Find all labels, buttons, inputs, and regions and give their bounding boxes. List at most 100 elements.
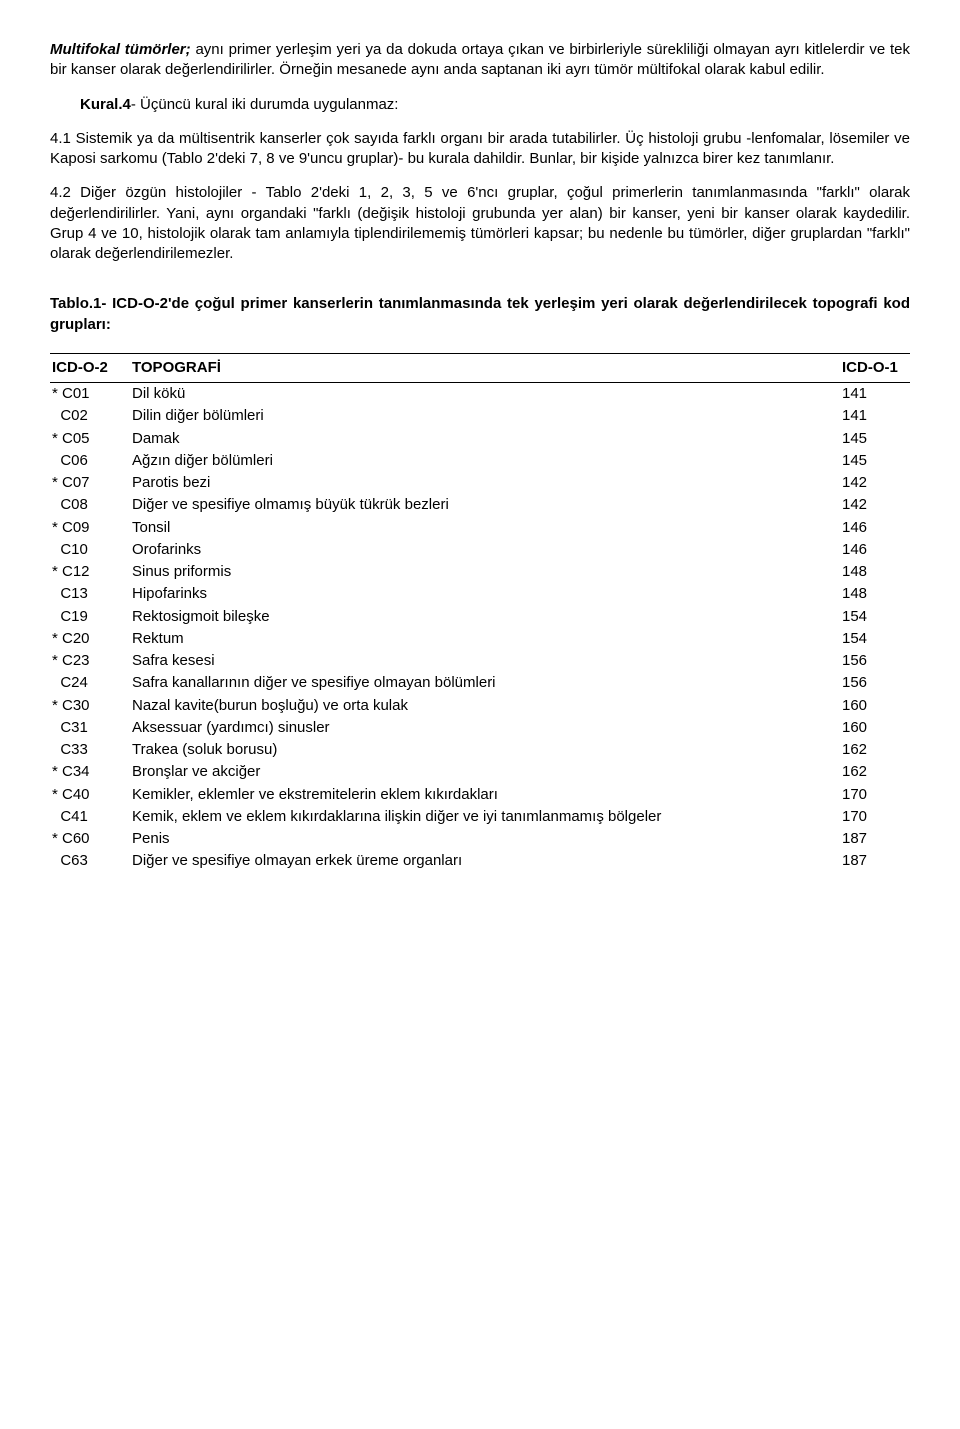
cell-code: * C20 bbox=[50, 628, 130, 650]
cell-topografi: Tonsil bbox=[130, 517, 840, 539]
table-title: Tablo.1- ICD-O-2'de çoğul primer kanserl… bbox=[50, 294, 910, 335]
header-topografi: TOPOGRAFİ bbox=[130, 353, 840, 382]
cell-code: C06 bbox=[50, 450, 130, 472]
header-icd-o-1: ICD-O-1 bbox=[840, 353, 910, 382]
cell-topografi: Dilin diğer bölümleri bbox=[130, 405, 840, 427]
cell-code: C33 bbox=[50, 739, 130, 761]
cell-icd-o-1: 170 bbox=[840, 784, 910, 806]
cell-topografi: Sinus priformis bbox=[130, 561, 840, 583]
cell-icd-o-1: 145 bbox=[840, 450, 910, 472]
table-header-row: ICD-O-2 TOPOGRAFİ ICD-O-1 bbox=[50, 353, 910, 382]
cell-code: C24 bbox=[50, 672, 130, 694]
cell-icd-o-1: 160 bbox=[840, 695, 910, 717]
paragraph-4-2: 4.2 Diğer özgün histolojiler - Tablo 2'd… bbox=[50, 183, 910, 264]
table-row: * C09Tonsil146 bbox=[50, 517, 910, 539]
table-row: * C01Dil kökü141 bbox=[50, 383, 910, 406]
cell-code: C41 bbox=[50, 806, 130, 828]
table-row: C19Rektosigmoit bileşke154 bbox=[50, 606, 910, 628]
cell-code: * C60 bbox=[50, 828, 130, 850]
cell-icd-o-1: 156 bbox=[840, 672, 910, 694]
cell-code: C13 bbox=[50, 583, 130, 605]
cell-topografi: Parotis bezi bbox=[130, 472, 840, 494]
cell-topografi: Nazal kavite(burun boşluğu) ve orta kula… bbox=[130, 695, 840, 717]
cell-code: * C05 bbox=[50, 428, 130, 450]
topografi-table: ICD-O-2 TOPOGRAFİ ICD-O-1 * C01Dil kökü1… bbox=[50, 353, 910, 873]
table-row: * C12Sinus priformis148 bbox=[50, 561, 910, 583]
cell-code: C10 bbox=[50, 539, 130, 561]
cell-code: C19 bbox=[50, 606, 130, 628]
cell-icd-o-1: 154 bbox=[840, 628, 910, 650]
cell-icd-o-1: 146 bbox=[840, 539, 910, 561]
cell-topografi: Damak bbox=[130, 428, 840, 450]
table-row: C41Kemik, eklem ve eklem kıkırdaklarına … bbox=[50, 806, 910, 828]
table-row: C08Diğer ve spesifiye olmamış büyük tükr… bbox=[50, 494, 910, 516]
cell-code: * C23 bbox=[50, 650, 130, 672]
cell-icd-o-1: 141 bbox=[840, 383, 910, 406]
cell-icd-o-1: 162 bbox=[840, 761, 910, 783]
lead-term: Multifokal tümörler; bbox=[50, 41, 191, 58]
table-row: C31Aksessuar (yardımcı) sinusler160 bbox=[50, 717, 910, 739]
kural-text: - Üçüncü kural iki durumda uygulanmaz: bbox=[131, 96, 399, 113]
cell-code: * C12 bbox=[50, 561, 130, 583]
table-body: * C01Dil kökü141 C02Dilin diğer bölümler… bbox=[50, 383, 910, 873]
cell-topografi: Aksessuar (yardımcı) sinusler bbox=[130, 717, 840, 739]
table-row: C02Dilin diğer bölümleri141 bbox=[50, 405, 910, 427]
cell-topografi: Kemik, eklem ve eklem kıkırdaklarına ili… bbox=[130, 806, 840, 828]
cell-topografi: Diğer ve spesifiye olmamış büyük tükrük … bbox=[130, 494, 840, 516]
cell-icd-o-1: 162 bbox=[840, 739, 910, 761]
table-row: * C30Nazal kavite(burun boşluğu) ve orta… bbox=[50, 695, 910, 717]
cell-topografi: Bronşlar ve akciğer bbox=[130, 761, 840, 783]
cell-icd-o-1: 142 bbox=[840, 472, 910, 494]
table-row: * C34Bronşlar ve akciğer162 bbox=[50, 761, 910, 783]
paragraph-multifokal: Multifokal tümörler; aynı primer yerleşi… bbox=[50, 40, 910, 81]
cell-topografi: Diğer ve spesifiye olmayan erkek üreme o… bbox=[130, 850, 840, 872]
cell-icd-o-1: 187 bbox=[840, 828, 910, 850]
table-row: * C20Rektum154 bbox=[50, 628, 910, 650]
cell-topografi: Rektum bbox=[130, 628, 840, 650]
header-icd-o-2: ICD-O-2 bbox=[50, 353, 130, 382]
paragraph-4-1: 4.1 Sistemik ya da mültisentrik kanserle… bbox=[50, 129, 910, 170]
table-row: * C07Parotis bezi142 bbox=[50, 472, 910, 494]
table-row: * C60Penis187 bbox=[50, 828, 910, 850]
cell-topografi: Hipofarinks bbox=[130, 583, 840, 605]
cell-icd-o-1: 154 bbox=[840, 606, 910, 628]
cell-topografi: Rektosigmoit bileşke bbox=[130, 606, 840, 628]
cell-icd-o-1: 156 bbox=[840, 650, 910, 672]
table-row: * C23Safra kesesi156 bbox=[50, 650, 910, 672]
cell-topografi: Safra kesesi bbox=[130, 650, 840, 672]
cell-icd-o-1: 146 bbox=[840, 517, 910, 539]
cell-code: C02 bbox=[50, 405, 130, 427]
table-row: C63Diğer ve spesifiye olmayan erkek ürem… bbox=[50, 850, 910, 872]
table-row: C13Hipofarinks148 bbox=[50, 583, 910, 605]
cell-icd-o-1: 148 bbox=[840, 561, 910, 583]
cell-code: * C30 bbox=[50, 695, 130, 717]
cell-icd-o-1: 170 bbox=[840, 806, 910, 828]
cell-topografi: Dil kökü bbox=[130, 383, 840, 406]
table-row: * C05Damak145 bbox=[50, 428, 910, 450]
table-row: C33Trakea (soluk borusu)162 bbox=[50, 739, 910, 761]
cell-icd-o-1: 148 bbox=[840, 583, 910, 605]
cell-code: * C07 bbox=[50, 472, 130, 494]
cell-topografi: Kemikler, eklemler ve ekstremitelerin ek… bbox=[130, 784, 840, 806]
cell-code: * C40 bbox=[50, 784, 130, 806]
cell-code: * C09 bbox=[50, 517, 130, 539]
cell-icd-o-1: 142 bbox=[840, 494, 910, 516]
kural4-line: Kural.4- Üçüncü kural iki durumda uygula… bbox=[50, 95, 910, 115]
cell-code: C08 bbox=[50, 494, 130, 516]
cell-icd-o-1: 141 bbox=[840, 405, 910, 427]
cell-topografi: Penis bbox=[130, 828, 840, 850]
table-row: * C40Kemikler, eklemler ve ekstremiteler… bbox=[50, 784, 910, 806]
cell-code: * C01 bbox=[50, 383, 130, 406]
cell-code: * C34 bbox=[50, 761, 130, 783]
cell-code: C63 bbox=[50, 850, 130, 872]
cell-topografi: Trakea (soluk borusu) bbox=[130, 739, 840, 761]
cell-topografi: Ağzın diğer bölümleri bbox=[130, 450, 840, 472]
kural-label: Kural.4 bbox=[80, 96, 131, 113]
table-row: C10Orofarinks146 bbox=[50, 539, 910, 561]
cell-icd-o-1: 160 bbox=[840, 717, 910, 739]
cell-topografi: Orofarinks bbox=[130, 539, 840, 561]
table-row: C06Ağzın diğer bölümleri145 bbox=[50, 450, 910, 472]
table-row: C24Safra kanallarının diğer ve spesifiye… bbox=[50, 672, 910, 694]
cell-code: C31 bbox=[50, 717, 130, 739]
cell-topografi: Safra kanallarının diğer ve spesifiye ol… bbox=[130, 672, 840, 694]
